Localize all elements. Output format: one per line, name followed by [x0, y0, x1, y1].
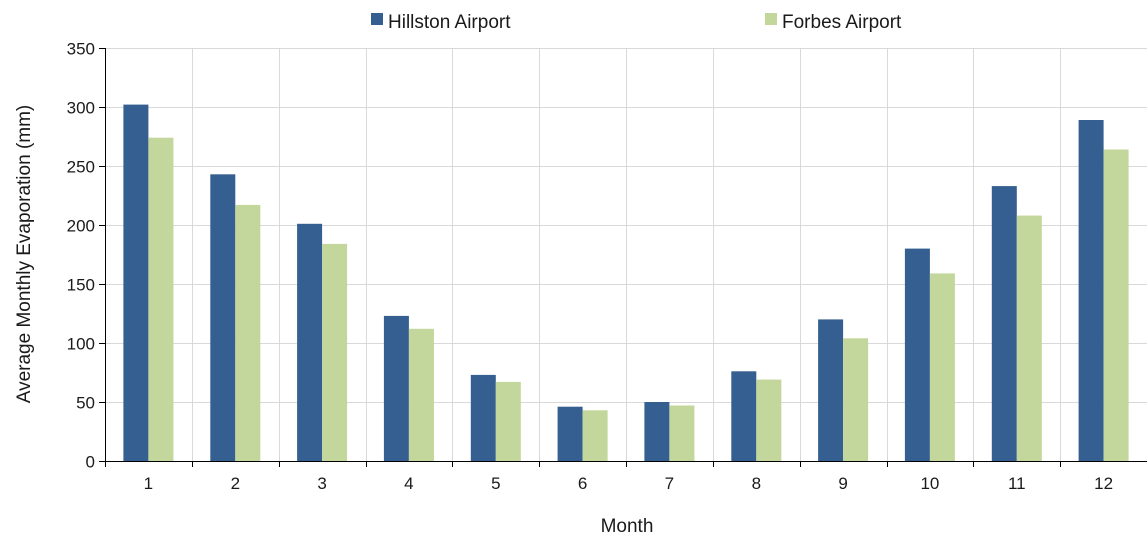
x-tick-label: 7 [665, 474, 674, 493]
bar-hillston-month-7 [644, 402, 670, 461]
bar-hillston-month-8 [731, 371, 757, 461]
bar-forbes-month-10 [929, 273, 955, 461]
bar-hillston-month-12 [1078, 120, 1104, 461]
x-tick-label: 2 [231, 474, 240, 493]
bar-hillston-month-6 [557, 406, 583, 461]
bar-hillston-month-9 [818, 319, 844, 461]
y-tick-label: 100 [67, 335, 95, 354]
y-tick-label: 150 [67, 276, 95, 295]
bar-hillston-month-1 [123, 104, 149, 461]
bar-forbes-month-2 [235, 204, 261, 461]
y-tick-label: 200 [67, 217, 95, 236]
y-tick-label: 50 [76, 394, 95, 413]
bar-hillston-month-10 [904, 248, 930, 461]
x-tick-label: 8 [752, 474, 761, 493]
bar-forbes-month-8 [756, 379, 782, 461]
legend: Hillston Airport Forbes Airport [371, 12, 902, 33]
y-axis-title: Average Monthly Evaporation (mm) [14, 105, 35, 404]
y-tick-label: 350 [67, 40, 95, 59]
bar-forbes-month-12 [1103, 149, 1129, 461]
bar-forbes-month-11 [1016, 215, 1042, 461]
legend-label-forbes: Forbes Airport [782, 12, 902, 33]
bar-hillston-month-2 [210, 174, 236, 462]
x-tick-label: 3 [317, 474, 326, 493]
x-tick-label: 10 [920, 474, 939, 493]
y-tick-label: 300 [67, 99, 95, 118]
bar-hillston-month-5 [470, 374, 496, 461]
bar-forbes-month-3 [322, 243, 348, 461]
x-tick-label: 5 [491, 474, 500, 493]
legend-swatch-forbes [765, 13, 777, 25]
axes [99, 48, 1147, 467]
bar-forbes-month-9 [843, 338, 869, 461]
bar-forbes-month-5 [495, 381, 521, 461]
x-tick-label: 1 [144, 474, 153, 493]
legend-swatch-hillston [371, 13, 383, 25]
y-tick-label: 0 [86, 453, 95, 472]
bar-forbes-month-1 [148, 137, 174, 461]
x-axis-title: Month [601, 516, 654, 537]
x-tick-label: 9 [838, 474, 847, 493]
legend-item-forbes[interactable]: Forbes Airport [765, 12, 902, 33]
bar-forbes-month-7 [669, 405, 695, 461]
bars [123, 104, 1129, 462]
bar-hillston-month-4 [383, 315, 409, 461]
bar-hillston-month-3 [297, 223, 323, 461]
y-tick-label: 250 [67, 158, 95, 177]
bar-hillston-month-11 [991, 186, 1017, 461]
legend-label-hillston: Hillston Airport [388, 12, 511, 33]
bar-forbes-month-4 [408, 328, 434, 461]
x-tick-label: 4 [404, 474, 413, 493]
x-tick-label: 6 [578, 474, 587, 493]
x-tick-label: 11 [1008, 474, 1026, 493]
gridlines [105, 48, 1147, 461]
bar-forbes-month-6 [582, 410, 608, 461]
x-tick-label: 12 [1094, 474, 1113, 493]
legend-item-hillston[interactable]: Hillston Airport [371, 12, 511, 33]
